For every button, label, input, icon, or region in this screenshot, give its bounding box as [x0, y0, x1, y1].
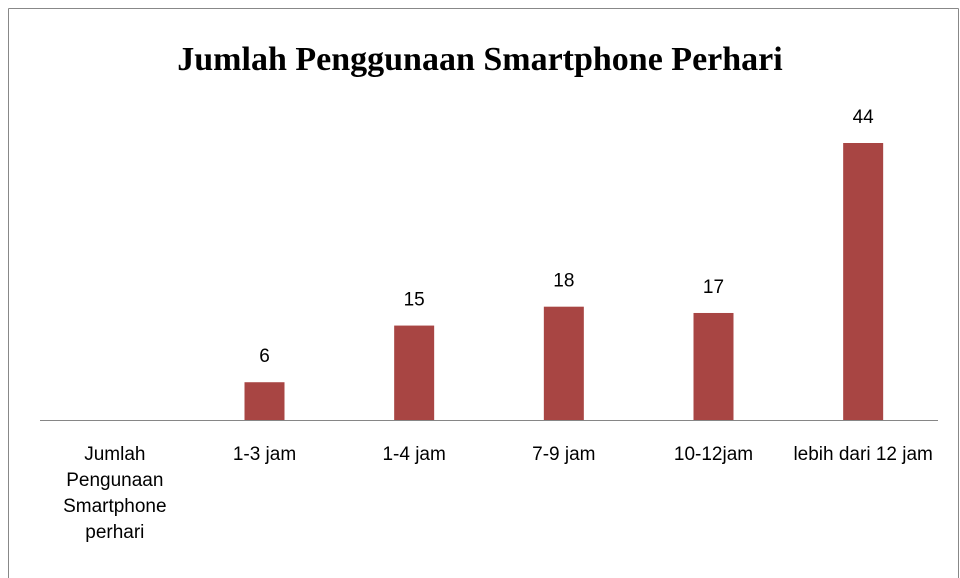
- x-tick-label: Jumlah Pengunaan Smartphone perhari: [63, 444, 167, 543]
- chart-title: Jumlah Penggunaan Smartphone Perhari: [177, 41, 782, 78]
- data-label: 17: [703, 277, 724, 298]
- bar: [543, 306, 584, 420]
- x-tick-label: 7-9 jam: [532, 444, 596, 465]
- x-tick-label: 10-12jam: [673, 444, 754, 465]
- x-tick-label: 1-3 jam: [232, 444, 297, 465]
- data-label: 6: [259, 346, 270, 367]
- data-label: 44: [853, 107, 875, 128]
- bar: [693, 312, 734, 420]
- bar: [394, 325, 435, 420]
- bar: [843, 143, 884, 420]
- x-tick-label: lebih dari 12 jam: [793, 444, 933, 465]
- bar: [244, 382, 285, 420]
- data-label: 15: [404, 290, 425, 311]
- x-tick-label: 1-4 jam: [382, 444, 446, 465]
- data-label: 18: [553, 271, 574, 292]
